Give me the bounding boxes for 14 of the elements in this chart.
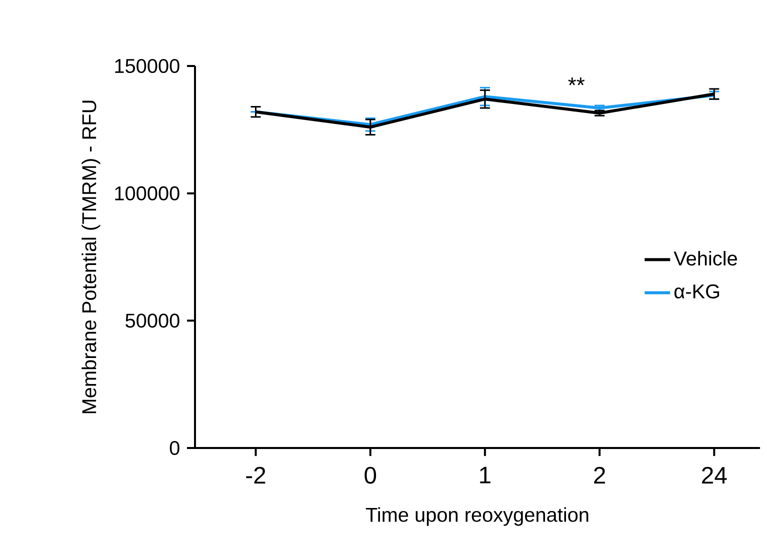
annotation: ** [568,78,585,86]
legend-label: Vehicle [674,250,737,266]
legend-label: α-KG [674,284,720,298]
y-tick-label: 0 [170,440,180,456]
y-tick-label: 100000 [115,186,180,200]
y-tick-label: 50000 [126,314,180,328]
x-tick-label: 2 [594,466,606,484]
x-tick-label: 0 [364,466,376,484]
x-tick-label: -2 [246,466,266,484]
x-tick-label: 24 [702,466,727,484]
x-axis-title: Time upon reoxygenation [366,507,588,526]
y-axis-title: Membrane Potential (TMRM) - RFU [82,100,100,414]
x-tick-label: 1 [480,466,490,484]
y-tick-label: 150000 [115,58,180,74]
